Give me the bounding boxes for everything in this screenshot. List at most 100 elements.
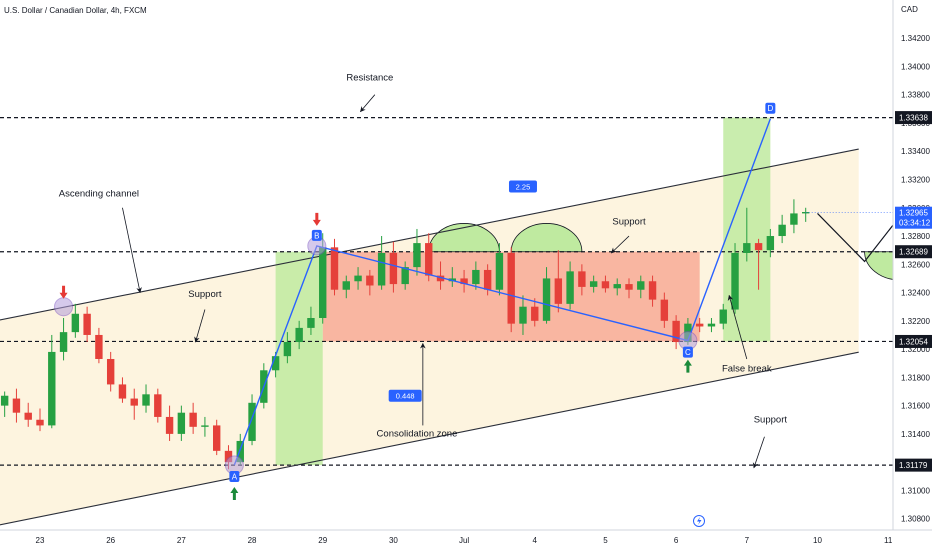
x-tick-label: 27 (177, 536, 186, 545)
candle-body (589, 281, 598, 287)
candle-body (401, 267, 409, 285)
y-tick-label: 1.33400 (901, 147, 930, 156)
candle-body (519, 306, 527, 324)
y-tick-label: 1.31600 (901, 402, 930, 411)
buy-arrow (230, 486, 239, 500)
ratio-badge (508, 180, 537, 193)
annotation-label: Support (188, 289, 222, 300)
y-tick-label: 1.31400 (901, 430, 930, 439)
candle-body (342, 281, 350, 290)
candle-body (495, 252, 504, 290)
candle-body (307, 318, 315, 328)
candle-body (319, 247, 327, 318)
candle-body (389, 252, 398, 285)
candle-body (36, 419, 44, 426)
pattern-label: D (767, 104, 773, 113)
abcd-pattern-line (233, 118, 772, 466)
candle-body (542, 278, 551, 321)
current-price-label: 1.32965 (899, 209, 928, 218)
candle-body (695, 323, 704, 327)
candle-body (24, 412, 32, 420)
x-tick-label: 6 (674, 536, 679, 545)
candle-body (743, 243, 751, 253)
candle-body (283, 342, 292, 357)
candle-body (354, 275, 362, 282)
x-tick-label: 5 (603, 536, 608, 545)
y-tick-label: 1.34200 (901, 34, 930, 43)
rounded-top-2 (510, 223, 583, 253)
countdown-label: 03:34:12 (899, 219, 931, 228)
y-tick-label: 1.32800 (901, 232, 930, 241)
candle-body (531, 306, 539, 321)
x-tick-label: 10 (813, 536, 822, 545)
candle-body (707, 323, 716, 327)
impulse-zone-1 (275, 251, 323, 466)
candle-body (413, 243, 421, 268)
buy-arrow (683, 359, 692, 373)
annotation-pointer (194, 309, 206, 343)
candle-body (201, 425, 209, 427)
candle-body (731, 252, 739, 310)
pattern-label: C (685, 348, 691, 357)
price-level-badge (895, 111, 932, 125)
candle-body (189, 412, 197, 427)
candle-body (566, 271, 574, 304)
annotation-pointer (727, 294, 748, 360)
price-level-label: 1.33638 (899, 114, 928, 123)
x-tick-label: 28 (248, 536, 257, 545)
candle-body (766, 236, 775, 251)
y-tick-label: 1.32400 (901, 289, 930, 298)
annotation-label: Support (612, 217, 646, 228)
price-level-badge (895, 458, 932, 472)
candle-body (236, 440, 244, 463)
lightning-icon (697, 517, 702, 525)
candle-body (165, 416, 174, 434)
price-level-badge (895, 334, 932, 348)
y-tick-label: 1.34000 (901, 62, 930, 71)
candle-body (672, 320, 680, 343)
price-level-label: 1.32054 (899, 337, 928, 346)
pattern-label: B (314, 231, 319, 240)
price-axis-panel (893, 0, 932, 550)
candle-body (48, 351, 56, 426)
candle-body (660, 299, 669, 321)
y-tick-label: 1.33800 (901, 91, 930, 100)
x-tick-label: Jul (459, 536, 469, 545)
currency-label: CAD (901, 5, 918, 14)
ratio-badge (388, 389, 422, 402)
pattern-label-badge (682, 346, 693, 358)
price-level-badge (895, 245, 932, 259)
candle-body (142, 394, 150, 406)
annotation-label: Consolidation zone (377, 429, 458, 440)
annotation-label: Resistance (346, 73, 393, 84)
x-tick-label: 11 (884, 536, 893, 545)
pattern-label-badge (765, 102, 776, 114)
candle-body (637, 281, 645, 290)
candle-body (601, 281, 610, 289)
y-tick-label: 1.30800 (901, 515, 930, 524)
candle-body (130, 398, 138, 406)
price-level-label: 1.32689 (899, 248, 928, 257)
candle-body (330, 247, 339, 290)
candle-body (790, 213, 798, 225)
annotation-pointer (360, 94, 376, 113)
candle-body (377, 252, 386, 286)
candle-body (177, 412, 186, 434)
candle-body (12, 398, 21, 413)
candle-body (483, 269, 492, 290)
y-tick-label: 1.32600 (901, 260, 930, 269)
candle-body (154, 394, 162, 417)
price-level-label: 1.31179 (899, 461, 928, 470)
ratio-label: 0.448 (396, 392, 415, 401)
candle-body (271, 356, 280, 371)
swing-high-marker (54, 297, 74, 317)
sell-arrow (59, 285, 68, 299)
symbol-title: U.S. Dollar / Canadian Dollar, 4h, FXCM (4, 6, 147, 15)
candle-body (507, 252, 515, 324)
candle-body (472, 269, 480, 285)
x-tick-label: 4 (533, 536, 538, 545)
pattern-label-badge (311, 229, 322, 241)
candle-body (613, 284, 621, 289)
y-tick-label: 1.32200 (901, 317, 930, 326)
